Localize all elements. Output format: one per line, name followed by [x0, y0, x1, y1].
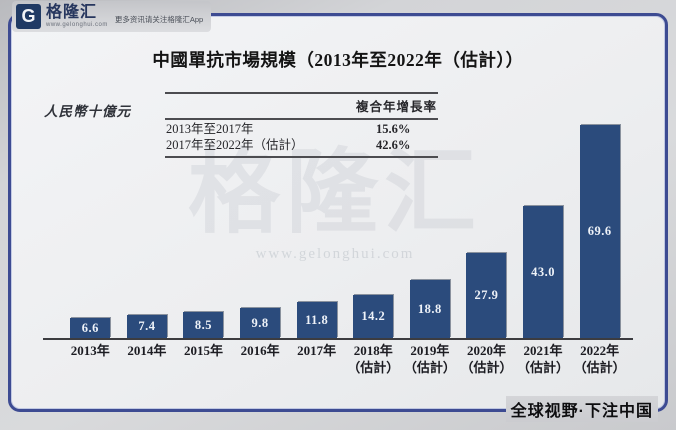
x-axis-labels: 2013年 2014年 2015年 2016年 2017年 2018年 （估計） 2019年（…	[62, 343, 628, 377]
bar-column: 8.5	[175, 312, 232, 338]
bar-column: 43.0	[515, 206, 572, 338]
gelonghui-g-icon: G	[16, 4, 41, 29]
bar: 6.6	[70, 318, 111, 338]
bar-value-label: 7.4	[138, 319, 156, 333]
bar-column: 7.4	[119, 315, 176, 338]
cagr-table-body: 2013年至2017年 15.6% 2017年至2022年（估計） 42.6%	[165, 120, 438, 159]
cagr-table: 複合年增長率 2013年至2017年 15.6% 2017年至2022年（估計）…	[165, 92, 438, 159]
bar: 7.4	[126, 315, 167, 338]
y-axis-label: 人民幣十億元	[44, 104, 131, 119]
chart-title: 中國單抗市場規模（2013年至2022年（估計））	[152, 50, 524, 70]
bar-value-label: 9.8	[251, 315, 269, 330]
bar-column: 11.8	[288, 302, 345, 338]
x-axis-label: 2022年 （估計）	[573, 343, 626, 375]
gelonghui-logo: G 格隆汇 www.gelonghui.com 更多资讯请关注格隆汇App	[12, 1, 212, 32]
bar: 11.8	[296, 302, 337, 338]
bar-value-label: 43.0	[531, 264, 555, 279]
bar-value-label: 27.9	[474, 288, 499, 302]
bar-column: 9.8	[232, 308, 289, 338]
bar-column: 18.8	[402, 280, 459, 338]
bar: 43.0	[523, 206, 564, 338]
cagr-period: 2013年至2017年	[166, 122, 254, 136]
bar-column: 27.9	[458, 253, 515, 338]
bar-value-label: 14.2	[361, 309, 386, 323]
bar: 18.8	[409, 280, 450, 338]
bar-value-label: 6.6	[81, 320, 99, 335]
cagr-row: 2013年至2017年 15.6%	[165, 122, 438, 138]
x-axis-label: 2013年	[70, 343, 110, 358]
bar: 9.8	[240, 308, 281, 338]
logo-tagline: 更多资讯请关注格隆汇App	[114, 15, 204, 24]
x-axis-label: 2021年 （估計）	[517, 343, 570, 375]
bar-column: 69.6	[571, 125, 628, 338]
cagr-value: 42.6%	[376, 137, 411, 152]
cagr-table-header: 複合年增長率	[165, 92, 438, 120]
bar-value-label: 11.8	[305, 312, 329, 327]
bar: 14.2	[353, 295, 394, 338]
bar-column: 14.2	[345, 295, 402, 338]
bar-chart: 6.6 7.4 8.5 9.8 11.8 14.2 18.8 27.9 43.0 69.6	[62, 125, 628, 338]
cagr-value: 15.6%	[376, 122, 411, 136]
x-axis-line	[43, 338, 633, 340]
x-axis-label: 2014年	[127, 343, 167, 358]
x-axis-label: 2016年	[240, 343, 280, 358]
bar-column: 6.6	[62, 318, 119, 338]
bar: 69.6	[579, 125, 620, 338]
cagr-row: 2017年至2022年（估計） 42.6%	[165, 138, 438, 154]
bar-value-label: 18.8	[417, 301, 442, 316]
x-axis-label: 2015年	[183, 343, 223, 358]
x-axis-label: 2019年 （估計）	[403, 343, 456, 375]
bar-value-label: 8.5	[194, 317, 213, 332]
logo-brand-name: 格隆汇	[46, 4, 98, 21]
logo-website: www.gelonghui.com	[46, 21, 108, 28]
x-axis-label: 2020年 （估計）	[460, 343, 513, 375]
x-axis-label: 2018年 （估計）	[347, 343, 400, 375]
bar-value-label: 69.6	[587, 224, 612, 238]
cagr-period: 2017年至2022年（估計）	[166, 137, 304, 152]
x-axis-label: 2017年	[297, 343, 337, 358]
footer-slogan: 全球视野·下注中国	[505, 396, 658, 422]
logo-text-block: 格隆汇 www.gelonghui.com	[46, 4, 108, 28]
bar: 8.5	[183, 312, 224, 338]
bar: 27.9	[466, 253, 507, 338]
